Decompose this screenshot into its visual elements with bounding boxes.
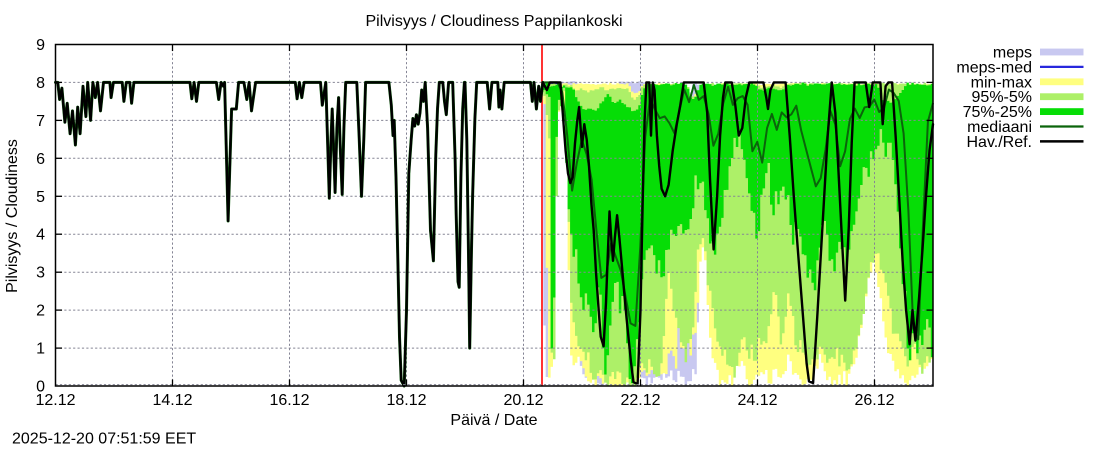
svg-text:9: 9: [36, 37, 45, 54]
svg-text:Päivä / Date: Päivä / Date: [450, 412, 537, 429]
svg-text:14.12: 14.12: [152, 392, 192, 409]
svg-text:min-max: min-max: [971, 74, 1032, 91]
svg-text:5: 5: [36, 189, 45, 206]
svg-text:meps: meps: [993, 45, 1032, 62]
svg-text:6: 6: [36, 151, 45, 168]
svg-text:12.12: 12.12: [35, 392, 75, 409]
svg-text:Pilvisyys / Cloudiness: Pilvisyys / Cloudiness: [4, 139, 21, 293]
svg-text:1: 1: [36, 341, 45, 358]
svg-text:26.12: 26.12: [854, 392, 894, 409]
svg-text:16.12: 16.12: [269, 392, 309, 409]
svg-text:Pilvisyys / Cloudiness Pappila: Pilvisyys / Cloudiness Pappilankoski: [366, 13, 623, 30]
svg-text:0: 0: [36, 379, 45, 396]
svg-text:95%-5%: 95%-5%: [972, 89, 1032, 106]
svg-text:8: 8: [36, 75, 45, 92]
svg-text:2025-12-20 07:51:59 EET: 2025-12-20 07:51:59 EET: [12, 431, 196, 448]
svg-text:meps-med: meps-med: [956, 59, 1032, 76]
svg-text:3: 3: [36, 265, 45, 282]
svg-text:20.12: 20.12: [503, 392, 543, 409]
svg-text:24.12: 24.12: [737, 392, 777, 409]
svg-text:mediaani: mediaani: [967, 119, 1032, 136]
svg-text:75%-25%: 75%-25%: [963, 104, 1032, 121]
svg-text:22.12: 22.12: [620, 392, 660, 409]
svg-text:7: 7: [36, 113, 45, 130]
svg-text:2: 2: [36, 303, 45, 320]
svg-text:18.12: 18.12: [386, 392, 426, 409]
svg-text:4: 4: [36, 227, 45, 244]
svg-text:Hav./Ref.: Hav./Ref.: [967, 134, 1033, 151]
